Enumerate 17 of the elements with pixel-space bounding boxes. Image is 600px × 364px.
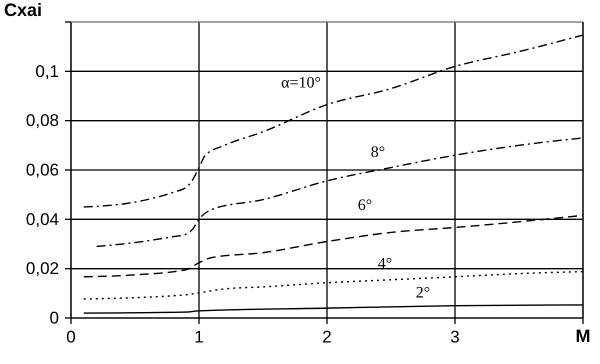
y-tick-label: 0,02 <box>26 259 59 278</box>
y-tick-label: 0,04 <box>26 210 59 229</box>
series-label: 4° <box>378 255 392 272</box>
y-tick-label: 0,06 <box>26 160 59 180</box>
y-tick-label: 0,08 <box>26 111 59 130</box>
x-tick-label: 3 <box>450 327 460 346</box>
y-axis-title: Cxai <box>4 0 42 20</box>
x-axis-title: M <box>576 326 590 346</box>
y-tick-label: 0,1 <box>35 62 59 81</box>
series-label: 2° <box>416 284 430 302</box>
x-tick-label: 1 <box>194 327 204 346</box>
series-label: 8° <box>370 144 386 162</box>
y-tick-label: 0 <box>50 308 59 328</box>
x-tick-label: 0 <box>66 327 76 346</box>
x-tick-label: 2 <box>322 327 332 346</box>
series-label: α=10° <box>281 74 321 92</box>
series-label: 6° <box>358 197 372 214</box>
